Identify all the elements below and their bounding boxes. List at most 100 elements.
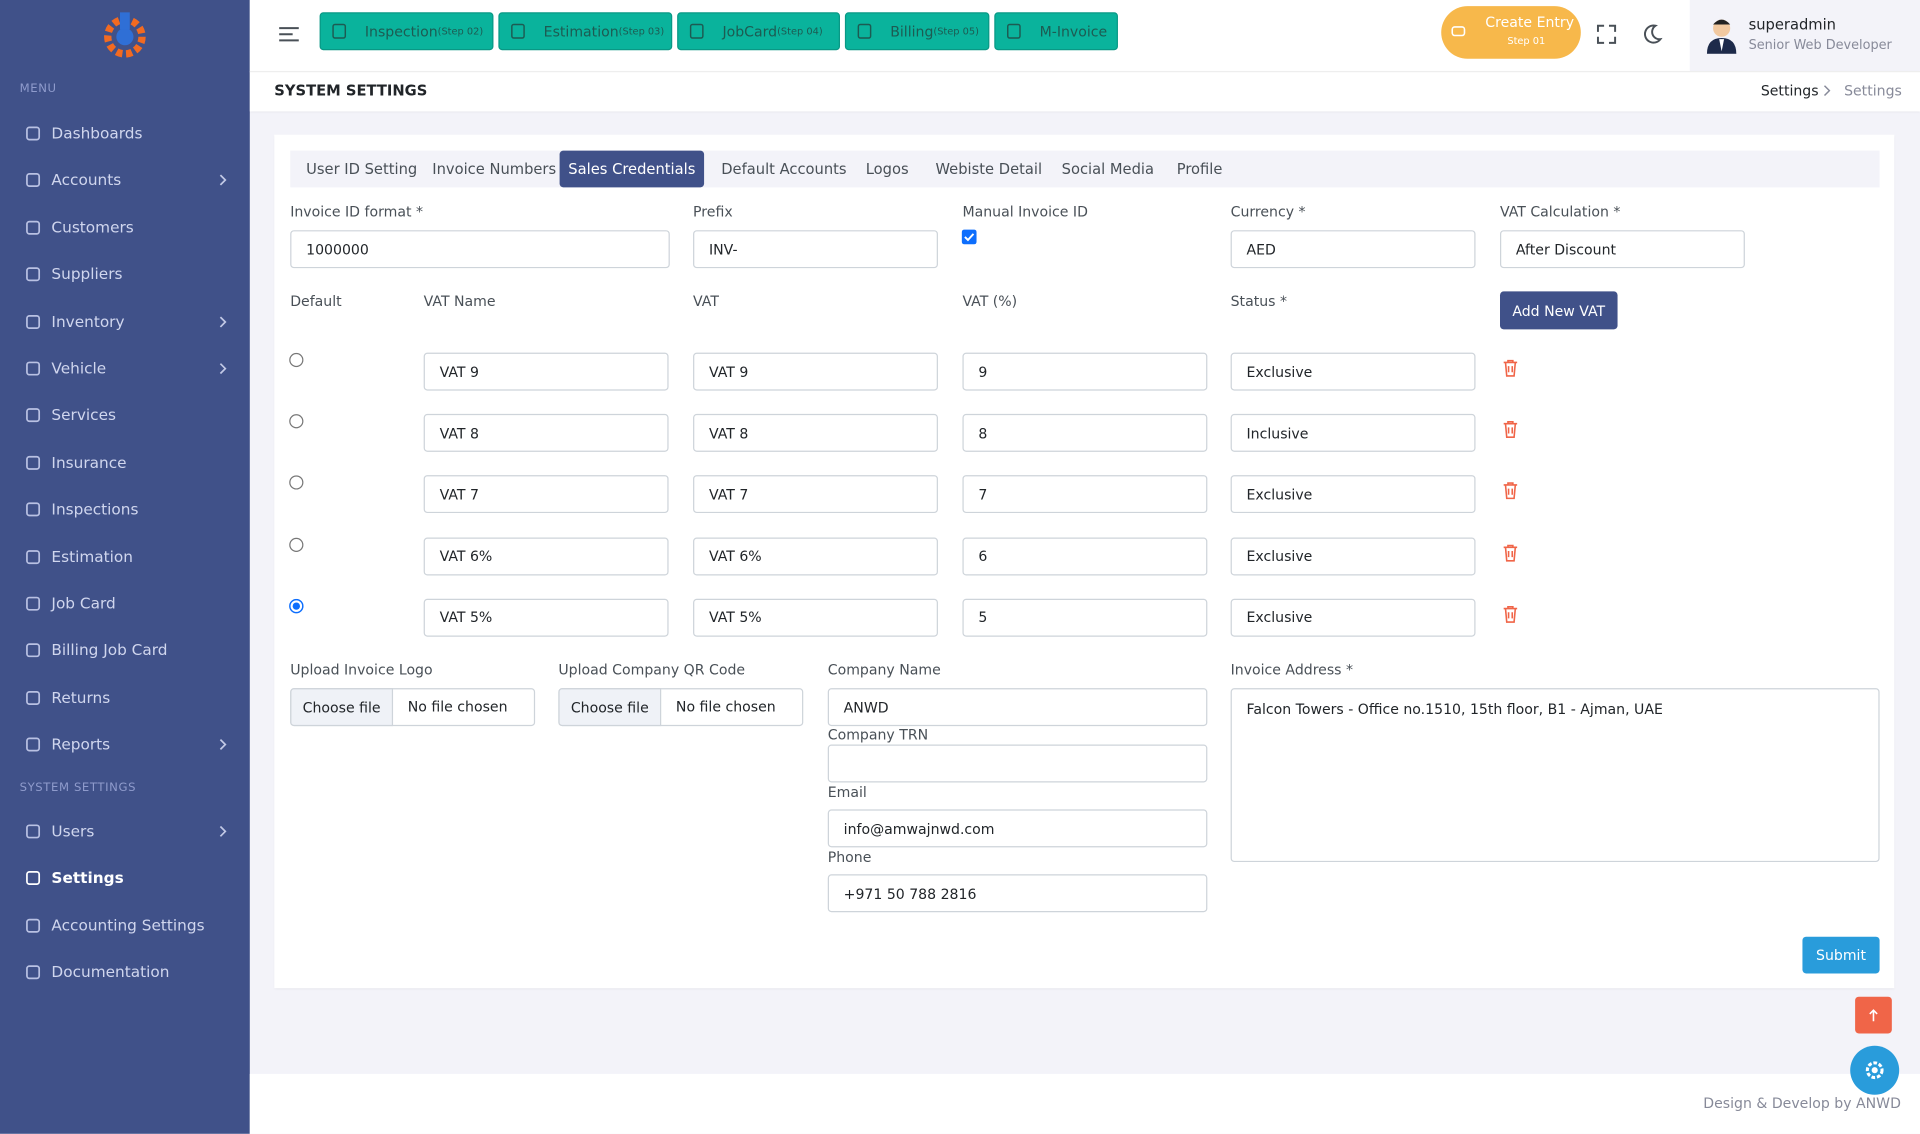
tab[interactable]: Logos xyxy=(865,160,909,178)
text-input[interactable]: VAT 5% xyxy=(693,598,938,637)
menu-item[interactable]: Estimation xyxy=(51,546,133,566)
menu-item[interactable]: Returns xyxy=(51,687,111,707)
theme-toggle[interactable] xyxy=(1641,23,1663,45)
file-button[interactable]: Choose file xyxy=(290,688,394,727)
menu-item[interactable]: Inventory xyxy=(51,311,125,331)
field-label: Phone xyxy=(827,848,872,866)
menu-icon xyxy=(26,965,41,980)
text-input[interactable]: VAT 7 xyxy=(423,475,669,514)
column-header: Status * xyxy=(1230,292,1288,310)
text-input[interactable]: ANWD xyxy=(827,688,1208,727)
field-label: Prefix xyxy=(693,203,733,221)
select-input[interactable]: Exclusive xyxy=(1230,475,1476,514)
radio[interactable] xyxy=(289,475,304,491)
select-input[interactable]: Inclusive xyxy=(1230,414,1476,453)
menu-icon xyxy=(26,267,41,282)
fullscreen-icon[interactable] xyxy=(1596,23,1618,45)
delete-icon[interactable] xyxy=(1502,543,1518,562)
text-input[interactable]: VAT 7 xyxy=(693,475,938,514)
tab[interactable]: Invoice Numbers xyxy=(432,160,557,178)
step-button[interactable]: Billing (Step 05) xyxy=(844,12,990,51)
menu-item[interactable]: Documentation xyxy=(51,962,170,982)
text-input[interactable]: 9 xyxy=(962,352,1208,391)
avatar xyxy=(1706,19,1737,54)
menu-icon xyxy=(26,408,41,423)
menu-icon xyxy=(26,173,41,188)
tab[interactable]: Default Accounts xyxy=(721,160,847,178)
text-input[interactable]: 5 xyxy=(962,598,1208,637)
breadcrumb[interactable]: Settings xyxy=(1760,82,1819,100)
file-status: No file chosen xyxy=(407,697,508,716)
file-button[interactable]: Choose file xyxy=(558,688,662,727)
menu-item[interactable]: Inspections xyxy=(51,499,139,519)
chevron xyxy=(219,174,227,186)
step-number: (Step 04) xyxy=(777,25,823,37)
step-button[interactable]: Inspection (Step 02) xyxy=(319,12,494,51)
step-button[interactable]: Estimation (Step 03) xyxy=(498,12,673,51)
menu-toggle[interactable] xyxy=(278,24,300,44)
text-input[interactable]: INV- xyxy=(693,230,938,269)
field-label: Invoice ID format * xyxy=(290,203,424,221)
text-input[interactable]: 8 xyxy=(962,414,1208,453)
step-label: M-Invoice xyxy=(1039,22,1108,40)
menu-item[interactable]: Customers xyxy=(51,217,134,237)
menu-item[interactable]: Users xyxy=(51,821,95,840)
text-input[interactable]: VAT 8 xyxy=(423,414,669,453)
menu-item[interactable]: Job Card xyxy=(51,593,116,613)
text-input[interactable]: VAT 6% xyxy=(423,537,669,576)
text-input[interactable]: VAT 9 xyxy=(693,352,938,391)
text-input[interactable]: 7 xyxy=(962,475,1208,514)
submit-button[interactable]: Submit xyxy=(1802,936,1880,974)
menu-item[interactable]: Services xyxy=(51,405,116,425)
text-input[interactable]: After Discount xyxy=(1500,230,1745,269)
menu-item[interactable]: Accounts xyxy=(51,170,122,190)
text-input[interactable]: info@amwajnwd.com xyxy=(827,809,1208,848)
page-title-bar xyxy=(249,71,1920,112)
radio[interactable] xyxy=(289,352,304,368)
text-input[interactable] xyxy=(827,744,1208,783)
delete-icon[interactable] xyxy=(1502,605,1518,623)
text-input[interactable]: 1000000 xyxy=(290,230,670,269)
menu-item[interactable]: Dashboards xyxy=(51,123,143,143)
tab[interactable]: Sales Credentials xyxy=(559,150,705,188)
tab[interactable]: User ID Setting xyxy=(306,160,418,178)
user-panel[interactable] xyxy=(1689,0,1920,72)
radio[interactable] xyxy=(289,414,304,429)
step-button[interactable]: JobCard (Step 04) xyxy=(677,12,840,51)
settings-fab[interactable] xyxy=(1849,1044,1900,1095)
delete-icon[interactable] xyxy=(1502,420,1518,439)
select-input[interactable]: Exclusive xyxy=(1230,537,1476,576)
delete-icon[interactable] xyxy=(1502,359,1518,377)
text-input[interactable]: VAT 5% xyxy=(423,598,669,637)
menu-item[interactable]: Suppliers xyxy=(51,264,123,284)
text-input[interactable]: VAT 6% xyxy=(693,537,938,576)
radio[interactable] xyxy=(289,537,304,552)
menu-item[interactable]: Insurance xyxy=(51,452,127,472)
tab[interactable]: Profile xyxy=(1176,160,1223,178)
text-input[interactable]: +971 50 788 2816 xyxy=(827,874,1208,913)
tab[interactable]: Webiste Detail xyxy=(935,160,1043,178)
add-vat-button[interactable]: Add New VAT xyxy=(1500,291,1618,330)
select-input[interactable]: Exclusive xyxy=(1230,598,1476,637)
tab[interactable]: Social Media xyxy=(1061,160,1155,178)
menu-item[interactable]: Settings xyxy=(51,868,124,888)
menu-item[interactable]: Reports xyxy=(51,734,111,754)
text-input[interactable]: 6 xyxy=(962,537,1208,576)
checkbox[interactable] xyxy=(961,229,977,245)
delete-icon[interactable] xyxy=(1502,482,1518,500)
text-input[interactable]: VAT 9 xyxy=(423,352,669,391)
menu-item[interactable]: Vehicle xyxy=(51,358,107,378)
textarea[interactable]: Falcon Towers - Office no.1510, 15th flo… xyxy=(1230,688,1880,863)
text-input[interactable]: AED xyxy=(1230,230,1476,269)
menu-icon xyxy=(26,643,41,658)
user-role: Senior Web Developer xyxy=(1748,37,1892,53)
menu-item[interactable]: Billing Job Card xyxy=(51,640,168,660)
step-button[interactable]: M-Invoice xyxy=(994,12,1118,51)
scroll-arrow xyxy=(1869,1009,1878,1022)
create-label: Create Entry xyxy=(1485,13,1575,31)
radio[interactable] xyxy=(289,598,304,614)
menu-item[interactable]: Accounting Settings xyxy=(51,915,205,935)
text-input[interactable]: VAT 8 xyxy=(693,414,938,453)
select-input[interactable]: Exclusive xyxy=(1230,352,1476,391)
